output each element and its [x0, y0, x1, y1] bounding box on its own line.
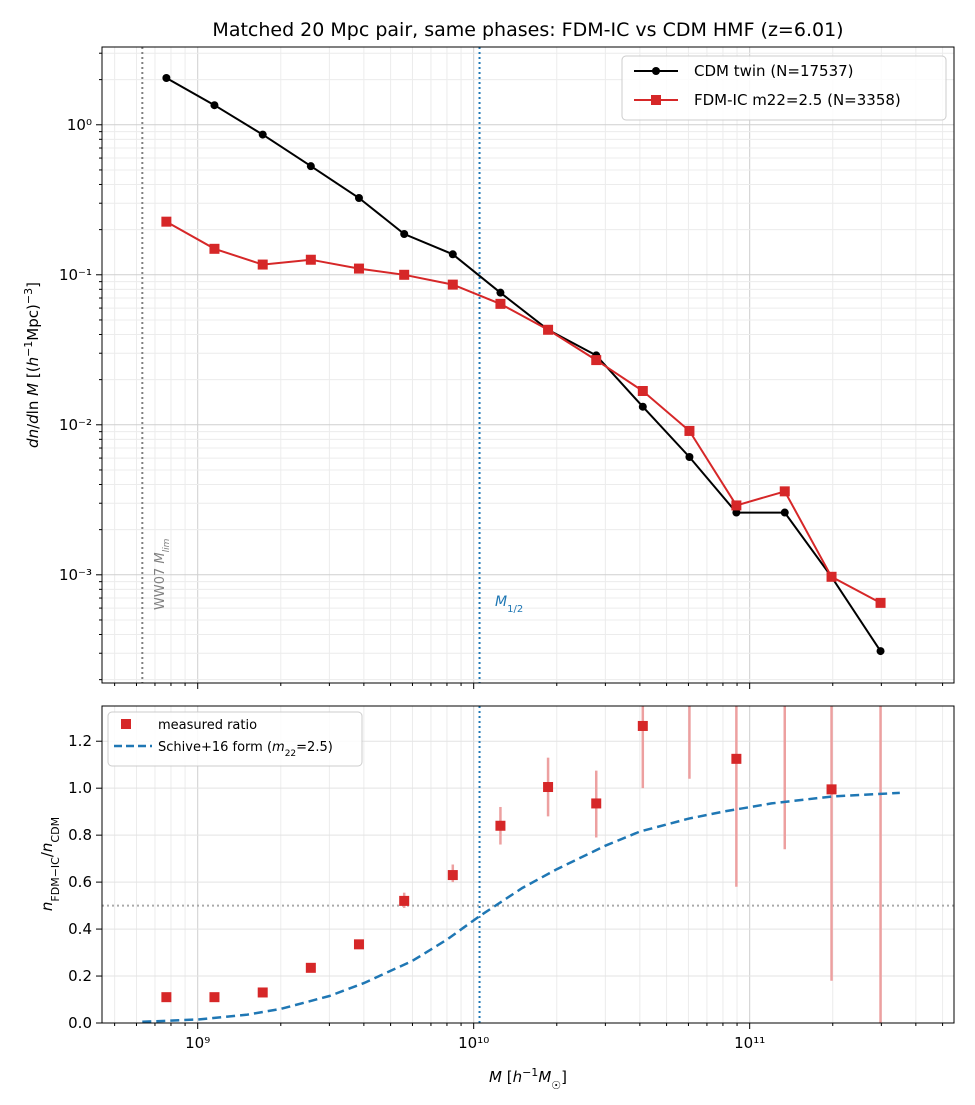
- data-point: [161, 992, 172, 1003]
- data-point: [876, 647, 885, 656]
- y-tick-label: 0.2: [68, 967, 92, 985]
- top-panel: 10⁻³ 10⁻² 10⁻¹ 10⁰ Matched 20 Mpc pair, sam…: [22, 19, 955, 689]
- data-point: [354, 194, 363, 203]
- data-point: [353, 263, 364, 274]
- data-point: [306, 162, 315, 171]
- y-tick-label: 1.2: [68, 732, 92, 750]
- bottom-ticks: 10⁹ 10¹⁰ 10¹¹ 0.0 0.2 0.4 0.6 0.8 1.0 1.2: [68, 732, 944, 1052]
- top-series: [161, 74, 886, 656]
- top-legend: CDM twin (N=17537) FDM-IC m22=2.5 (N=335…: [621, 55, 947, 121]
- data-point: [731, 500, 742, 511]
- top-legend-box: [621, 55, 947, 121]
- bottom-legend-box: [107, 711, 363, 767]
- x-tick-label: 10¹⁰: [458, 1034, 489, 1052]
- data-point: [258, 130, 267, 139]
- series-1: [161, 216, 886, 608]
- data-point: [637, 720, 648, 731]
- y-tick-label: 10⁻²: [59, 416, 92, 434]
- series-line: [165, 220, 881, 604]
- data-point: [210, 101, 219, 110]
- error-bars: [402, 706, 882, 1023]
- data-point: [495, 298, 506, 309]
- bottom-plot-frame: [101, 705, 955, 1024]
- data-point: [447, 870, 458, 881]
- data-point: [257, 987, 268, 998]
- data-point: [780, 508, 789, 517]
- data-point: [305, 962, 316, 973]
- data-point: [400, 230, 409, 239]
- chart-title: Matched 20 Mpc pair, same phases: FDM-IC…: [212, 19, 843, 41]
- data-point: [685, 453, 694, 462]
- data-point: [543, 324, 554, 335]
- legend-ratio-marker: [121, 719, 131, 729]
- data-point: [353, 939, 364, 950]
- legend-fdm-marker: [651, 95, 661, 105]
- top-grid: [102, 47, 954, 683]
- legend-fdm-label: FDM-IC m22=2.5 (N=3358): [694, 91, 901, 109]
- data-point: [209, 243, 220, 254]
- data-point: [209, 992, 220, 1003]
- y-tick-label: 1.0: [68, 779, 92, 797]
- data-point: [162, 74, 171, 83]
- data-point: [161, 216, 172, 227]
- ratio-markers: [161, 720, 837, 1003]
- data-point: [447, 279, 458, 290]
- data-point: [399, 895, 410, 906]
- series-line: [165, 77, 882, 652]
- data-point: [875, 597, 886, 608]
- data-point: [496, 288, 505, 297]
- data-point: [399, 269, 410, 280]
- data-point: [779, 486, 790, 497]
- data-point: [495, 820, 506, 831]
- bottom-legend: measured ratio Schive+16 form (m22=2.5): [107, 711, 363, 767]
- top-ticks: 10⁻³ 10⁻² 10⁻¹ 10⁰: [59, 52, 944, 689]
- y-tick-label: 10⁻³: [59, 566, 92, 584]
- x-tick-label: 10⁹: [185, 1034, 210, 1052]
- y-tick-label: 0.4: [68, 920, 92, 938]
- data-point: [684, 425, 695, 436]
- y-tick-label: 0.8: [68, 826, 92, 844]
- y-tick-label: 0.0: [68, 1014, 92, 1032]
- data-point: [591, 798, 602, 809]
- data-point: [257, 259, 268, 270]
- data-point: [826, 784, 837, 795]
- y-tick-label: 10⁰: [67, 116, 92, 134]
- legend-ratio-label: measured ratio: [158, 718, 257, 733]
- data-point: [448, 250, 457, 259]
- data-point: [638, 402, 647, 411]
- x-tick-label: 10¹¹: [734, 1034, 765, 1052]
- schive-curve: [142, 791, 900, 1024]
- data-point: [732, 508, 741, 517]
- top-reference-lines: [141, 47, 481, 683]
- bottom-reference-lines: [102, 706, 954, 1023]
- mlim-annotation: WW07 Mlim: [153, 538, 172, 610]
- data-point: [543, 782, 554, 793]
- bottom-series: [142, 706, 900, 1024]
- data-point: [305, 254, 316, 265]
- data-point: [591, 355, 602, 366]
- legend-cdm-label: CDM twin (N=17537): [694, 62, 854, 80]
- legend-cdm-marker: [652, 67, 660, 75]
- top-plot-frame: [101, 46, 955, 684]
- data-point: [826, 571, 837, 582]
- top-y-axis-label: dn/dln M [(h−1Mpc)−3]: [22, 282, 43, 448]
- data-point: [731, 753, 742, 764]
- m-half-annotation: M1/2: [495, 594, 523, 615]
- data-point: [637, 386, 648, 397]
- y-tick-label: 0.6: [68, 873, 92, 891]
- y-tick-label: 10⁻¹: [59, 266, 92, 284]
